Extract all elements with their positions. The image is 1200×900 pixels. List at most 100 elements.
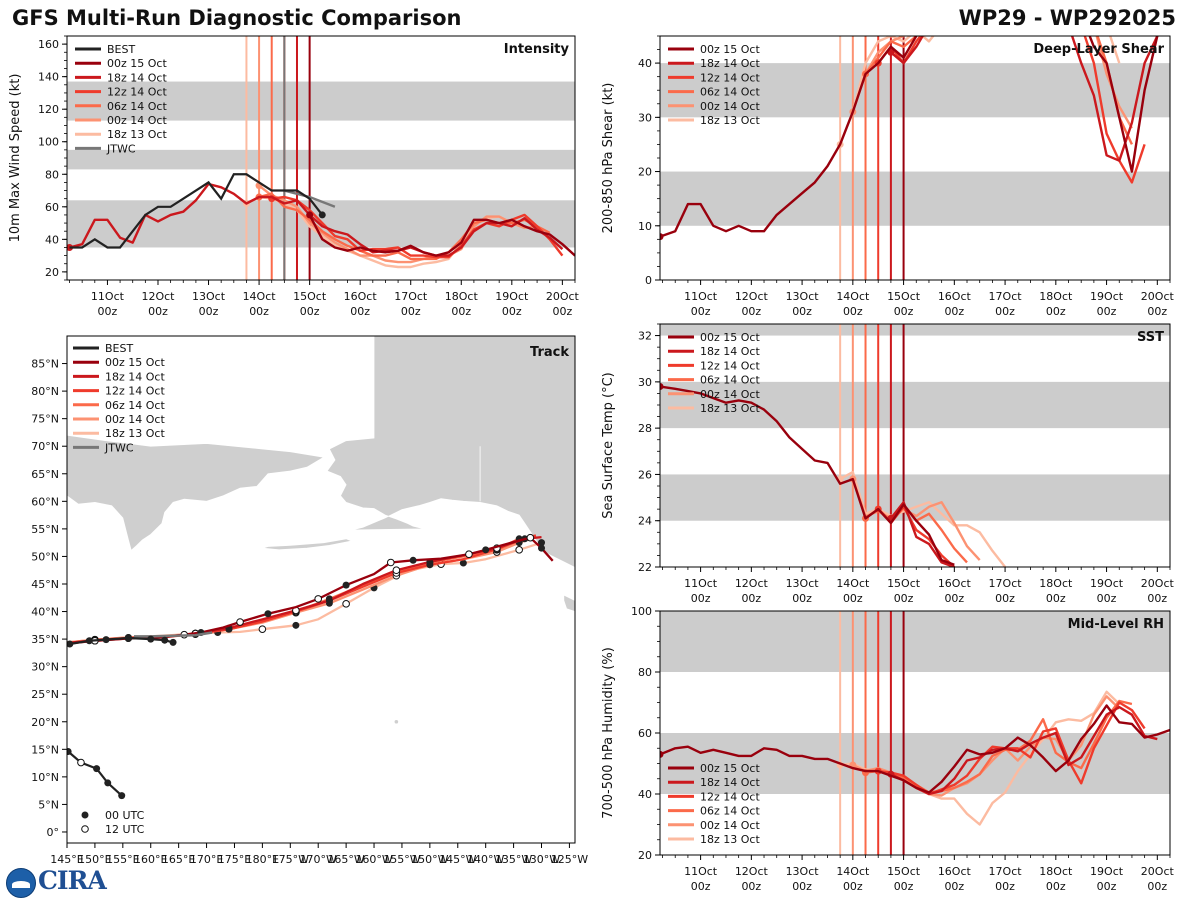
x-tick-hour: 00z (894, 880, 914, 893)
best-00utc-dot (85, 637, 93, 645)
best-00utc-dot (118, 792, 126, 800)
lon-tick-label: 160°E (134, 853, 167, 866)
legend-label: 00z 14 Oct (105, 413, 165, 426)
threshold-band (67, 81, 575, 121)
track-00utc-dot (342, 581, 350, 589)
legend-label: 18z 14 Oct (700, 57, 760, 70)
track-00utc-dot (264, 610, 272, 618)
lat-tick-label: 35°N (31, 633, 59, 646)
x-tick-day: 11Oct (91, 290, 125, 303)
y-tick-label: 26 (638, 468, 652, 481)
y-tick-label: 22 (638, 561, 652, 574)
track-12utc-dot (386, 558, 395, 567)
best-track-line (69, 636, 174, 646)
best-00utc-dot (147, 635, 155, 643)
track-00utc-dot (292, 621, 300, 629)
x-tick-hour: 00z (691, 880, 711, 893)
y-tick-label: 100 (631, 605, 652, 618)
jtwc-track-line (133, 631, 213, 638)
x-tick-hour: 00z (792, 880, 812, 893)
track-12utc-dot (465, 550, 473, 559)
lon-tick-label: 160°W (355, 853, 392, 866)
x-tick-day: 13Oct (786, 577, 820, 590)
threshold-band (660, 474, 1170, 521)
x-tick-hour: 00z (894, 592, 914, 605)
x-tick-day: 20Oct (1141, 577, 1175, 590)
y-tick-label: 40 (638, 57, 652, 70)
x-tick-day: 19Oct (1090, 290, 1124, 303)
lat-tick-label: 0° (47, 826, 60, 839)
x-tick-day: 12Oct (141, 290, 175, 303)
x-tick-day: 17Oct (989, 290, 1023, 303)
x-tick-hour: 00z (148, 305, 168, 318)
legend-label: 00z 15 Oct (105, 356, 165, 369)
legend-label: 00z 14 Oct (700, 819, 760, 832)
lon-tick-label: 130°W (523, 853, 560, 866)
track-00utc-dot (538, 539, 546, 547)
y-tick-label: 30 (638, 376, 652, 389)
x-tick-day: 15Oct (293, 290, 327, 303)
noaa-logo-icon (6, 868, 36, 898)
lat-tick-label: 60°N (31, 495, 59, 508)
x-tick-hour: 00z (199, 305, 219, 318)
track-00utc-dot (409, 556, 417, 564)
y-tick-label: 0 (645, 274, 652, 287)
lon-tick-label: 165°E (162, 853, 195, 866)
run-series-line (890, 36, 1159, 162)
best-series-line (69, 173, 324, 249)
x-tick-day: 16Oct (344, 290, 378, 303)
run-series-line (660, 385, 955, 566)
run-track-line (67, 534, 537, 645)
x-tick-hour: 00z (1147, 305, 1167, 318)
legend-label: JTWC (106, 142, 136, 155)
x-tick-hour: 00z (792, 305, 812, 318)
best-00utc-dot (93, 765, 101, 773)
legend-label: 00z 15 Oct (700, 762, 760, 775)
lon-tick-label: 175°E (218, 853, 251, 866)
land-mass (67, 336, 325, 552)
legend-label: 00z 14 Oct (700, 388, 760, 401)
x-tick-hour: 00z (401, 305, 421, 318)
x-tick-day: 11Oct (684, 577, 718, 590)
legend-label: 00z 14 Oct (107, 114, 167, 127)
x-tick-hour: 00z (1097, 880, 1117, 893)
best-12utc-dot (77, 758, 85, 767)
y-tick-label: 32 (638, 330, 652, 343)
legend-label: 06z 14 Oct (105, 399, 165, 412)
y-tick-label: 80 (45, 168, 59, 181)
x-tick-day: 20Oct (1141, 290, 1175, 303)
track-00utc-dot (325, 597, 333, 605)
y-tick-label: 60 (638, 727, 652, 740)
x-tick-day: 13Oct (786, 865, 820, 878)
land-mass (326, 336, 575, 568)
x-tick-hour: 00z (944, 305, 964, 318)
x-tick-day: 20Oct (1141, 865, 1175, 878)
x-tick-day: 15Oct (887, 865, 921, 878)
lon-tick-label: 175°W (272, 853, 309, 866)
x-tick-hour: 00z (843, 305, 863, 318)
legend-label: 12z 14 Oct (700, 359, 760, 372)
best-00utc-dot (102, 636, 110, 644)
legend-label: 00z 15 Oct (700, 331, 760, 344)
x-tick-hour: 00z (1097, 592, 1117, 605)
y-tick-label: 28 (638, 422, 652, 435)
legend-label: 18z 14 Oct (107, 71, 167, 84)
run-series-line (660, 36, 1159, 238)
run-series-line (69, 182, 564, 257)
track-12utc-dot (314, 595, 323, 603)
run-start-marker (306, 211, 314, 219)
x-tick-day: 12Oct (735, 290, 769, 303)
x-tick-hour: 00z (98, 305, 118, 318)
track-panel: 0° 5°N 10°N 15°N 20°N 25°N 30°N 35°N 40°N 45°N 50°… (31, 335, 588, 866)
lon-tick-label: 135°W (495, 853, 532, 866)
legend-label: 12z 14 Oct (105, 385, 165, 398)
x-tick-hour: 00z (502, 305, 522, 318)
x-tick-hour: 00z (1046, 880, 1066, 893)
run-series-line (660, 704, 1170, 794)
intensity-plot-area (67, 36, 575, 280)
panel-title: Mid-Level RH (1068, 617, 1164, 632)
figure-title: GFS Multi-Run Diagnostic Comparison (12, 6, 462, 30)
lon-tick-label: 170°E (190, 853, 223, 866)
